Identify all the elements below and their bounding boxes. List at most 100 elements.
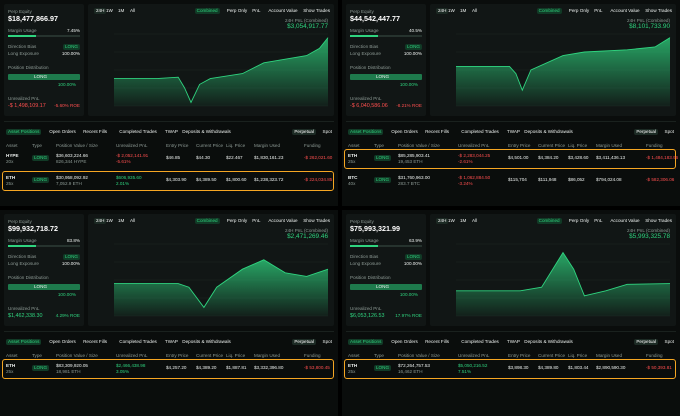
chart-area: [456, 243, 671, 317]
chart-area: [456, 33, 671, 107]
positions-tab[interactable]: Asset Positions: [6, 129, 42, 135]
position-value: $72,264,757.53: [398, 363, 430, 368]
column-header: Liq. Price: [568, 353, 588, 358]
bias-pill: LONG: [62, 254, 80, 260]
entry-price: $115,704: [508, 177, 527, 182]
view-tab[interactable]: Perp Only: [568, 8, 590, 13]
position-value: $36,603,224.66: [56, 153, 88, 158]
margin-usage-value: 7.45%: [66, 28, 80, 33]
view-tab[interactable]: Combined: [536, 8, 562, 14]
view-tab[interactable]: Show Trades: [645, 8, 672, 13]
range-tab[interactable]: All: [130, 218, 136, 223]
view-tab[interactable]: Show Trades: [303, 218, 330, 223]
range-tab[interactable]: All: [472, 8, 478, 13]
range-tab[interactable]: 1M: [118, 8, 125, 13]
range-tab[interactable]: 24H: [436, 8, 449, 14]
range-tab[interactable]: 1M: [460, 8, 467, 13]
positions-tab[interactable]: Completed Trades: [119, 339, 157, 344]
view-tab[interactable]: Account Value: [268, 8, 298, 13]
view-tab[interactable]: Combined: [536, 218, 562, 224]
view-tab[interactable]: PnL: [252, 218, 261, 223]
roe-value: 17.97% ROE: [395, 313, 422, 318]
positions-tab[interactable]: Recent Fills: [83, 129, 108, 134]
positions-tab[interactable]: Completed Trades: [119, 129, 157, 134]
positions-tab[interactable]: TWAP: [164, 129, 178, 134]
positions-tab[interactable]: Open Orders: [391, 129, 418, 134]
positions-tab[interactable]: Deposits & Withdrawals: [524, 339, 573, 344]
view-tab[interactable]: Account Value: [610, 8, 640, 13]
view-tab[interactable]: PnL: [252, 8, 261, 13]
positions-tab[interactable]: Asset Positions: [348, 129, 384, 135]
view-tab[interactable]: Combined: [194, 218, 220, 224]
range-tab[interactable]: 1W: [448, 8, 455, 13]
column-header: Unrealized PnL: [458, 143, 490, 148]
view-tab[interactable]: PnL: [594, 218, 603, 223]
positions-tab[interactable]: Recent Fills: [83, 339, 108, 344]
position-size: 16,462 ETH: [398, 369, 423, 374]
leverage: 40x: [348, 181, 356, 186]
entry-price: $4,257.20: [166, 365, 187, 370]
view-tab[interactable]: Perp Only: [226, 8, 248, 13]
range-tab[interactable]: 1M: [460, 218, 467, 223]
positions-tab[interactable]: Deposits & Withdrawals: [182, 339, 231, 344]
label: Unrealized PnL: [350, 96, 382, 101]
range-tab[interactable]: 24H: [94, 218, 107, 224]
range-tab[interactable]: 1W: [448, 218, 455, 223]
view-tab[interactable]: Show Trades: [303, 8, 330, 13]
view-tab[interactable]: Account Value: [268, 218, 298, 223]
column-header: Type: [32, 353, 42, 358]
pnl-pct: -5.61%: [116, 159, 131, 164]
leverage: 20x: [6, 159, 14, 164]
positions-tab[interactable]: TWAP: [506, 339, 520, 344]
positions-tab[interactable]: Deposits & Withdrawals: [182, 129, 231, 134]
market-tab[interactable]: Spot: [664, 129, 674, 134]
positions-tab[interactable]: Asset Positions: [6, 339, 42, 345]
view-tab[interactable]: Perp Only: [226, 218, 248, 223]
range-tab[interactable]: 24H: [436, 218, 449, 224]
market-tab[interactable]: Perpetual: [292, 129, 316, 135]
view-tab[interactable]: Combined: [194, 8, 220, 14]
positions-tab[interactable]: Open Orders: [49, 129, 76, 134]
range-tab[interactable]: 24H: [94, 8, 107, 14]
positions-tab[interactable]: Deposits & Withdrawals: [524, 129, 573, 134]
position-value: $83,309,920.05: [56, 363, 88, 368]
positions-tab[interactable]: Open Orders: [391, 339, 418, 344]
view-tab[interactable]: Perp Only: [568, 218, 590, 223]
market-tab[interactable]: Perpetual: [634, 129, 658, 135]
market-tab[interactable]: Spot: [322, 129, 332, 134]
range-tab[interactable]: 1M: [118, 218, 125, 223]
market-tab[interactable]: Perpetual: [634, 339, 658, 345]
range-tab[interactable]: 1W: [106, 8, 113, 13]
view-tab[interactable]: Account Value: [610, 218, 640, 223]
margin-used: $794,024.08: [596, 177, 622, 182]
liq-price: $86,052: [568, 177, 585, 182]
range-tab[interactable]: 1W: [106, 218, 113, 223]
range-tab[interactable]: All: [472, 218, 478, 223]
positions-tab[interactable]: Completed Trades: [461, 129, 499, 134]
column-header: Type: [374, 143, 384, 148]
market-tab[interactable]: Perpetual: [292, 339, 316, 345]
positions-tab[interactable]: Recent Fills: [425, 339, 450, 344]
bias-pill: LONG: [404, 44, 422, 50]
market-tab[interactable]: Spot: [664, 339, 674, 344]
positions-tab[interactable]: Recent Fills: [425, 129, 450, 134]
positions-tab[interactable]: Open Orders: [49, 339, 76, 344]
column-header: Liq. Price: [568, 143, 588, 148]
market-tab[interactable]: Spot: [322, 339, 332, 344]
pnl-chart: 24H 1W 1M All Show Trades Account Value PnL Per…: [88, 4, 334, 116]
positions-tab[interactable]: Completed Trades: [461, 339, 499, 344]
positions-tab[interactable]: Asset Positions: [348, 339, 384, 345]
positions-tab[interactable]: TWAP: [164, 339, 178, 344]
chart-label: 24H PnL (Combined): [285, 18, 328, 23]
distribution-pct: 100.00%: [399, 82, 418, 87]
label: Perp Equity: [350, 9, 374, 14]
position-size: 7,052.9 ETH: [56, 181, 82, 186]
account-summary: Perp Equity $44,542,447.77 Margin Usage 40.…: [346, 4, 426, 116]
distribution-pct: 100.00%: [57, 292, 76, 297]
positions-tab[interactable]: TWAP: [506, 129, 520, 134]
highlight-box: [344, 359, 676, 379]
funding: -$ 50,393.81: [646, 365, 672, 370]
range-tab[interactable]: All: [130, 8, 136, 13]
view-tab[interactable]: PnL: [594, 8, 603, 13]
view-tab[interactable]: Show Trades: [645, 218, 672, 223]
